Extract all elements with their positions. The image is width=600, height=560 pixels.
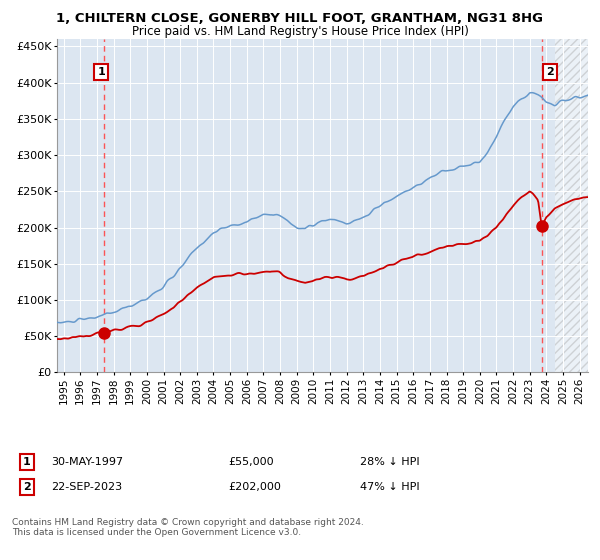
Text: 47% ↓ HPI: 47% ↓ HPI bbox=[360, 482, 419, 492]
Text: 22-SEP-2023: 22-SEP-2023 bbox=[51, 482, 122, 492]
Text: 2: 2 bbox=[23, 482, 31, 492]
Text: 1, CHILTERN CLOSE, GONERBY HILL FOOT, GRANTHAM, NG31 8HG: 1, CHILTERN CLOSE, GONERBY HILL FOOT, GR… bbox=[56, 12, 544, 25]
Text: £202,000: £202,000 bbox=[228, 482, 281, 492]
Text: Contains HM Land Registry data © Crown copyright and database right 2024.
This d: Contains HM Land Registry data © Crown c… bbox=[12, 518, 364, 538]
Bar bbox=[555, 39, 588, 372]
Text: £55,000: £55,000 bbox=[228, 457, 274, 467]
Text: 1: 1 bbox=[97, 67, 105, 77]
Text: 28% ↓ HPI: 28% ↓ HPI bbox=[360, 457, 419, 467]
Text: 1: 1 bbox=[23, 457, 31, 467]
Text: Price paid vs. HM Land Registry's House Price Index (HPI): Price paid vs. HM Land Registry's House … bbox=[131, 25, 469, 38]
Text: 30-MAY-1997: 30-MAY-1997 bbox=[51, 457, 123, 467]
Text: 2: 2 bbox=[546, 67, 554, 77]
